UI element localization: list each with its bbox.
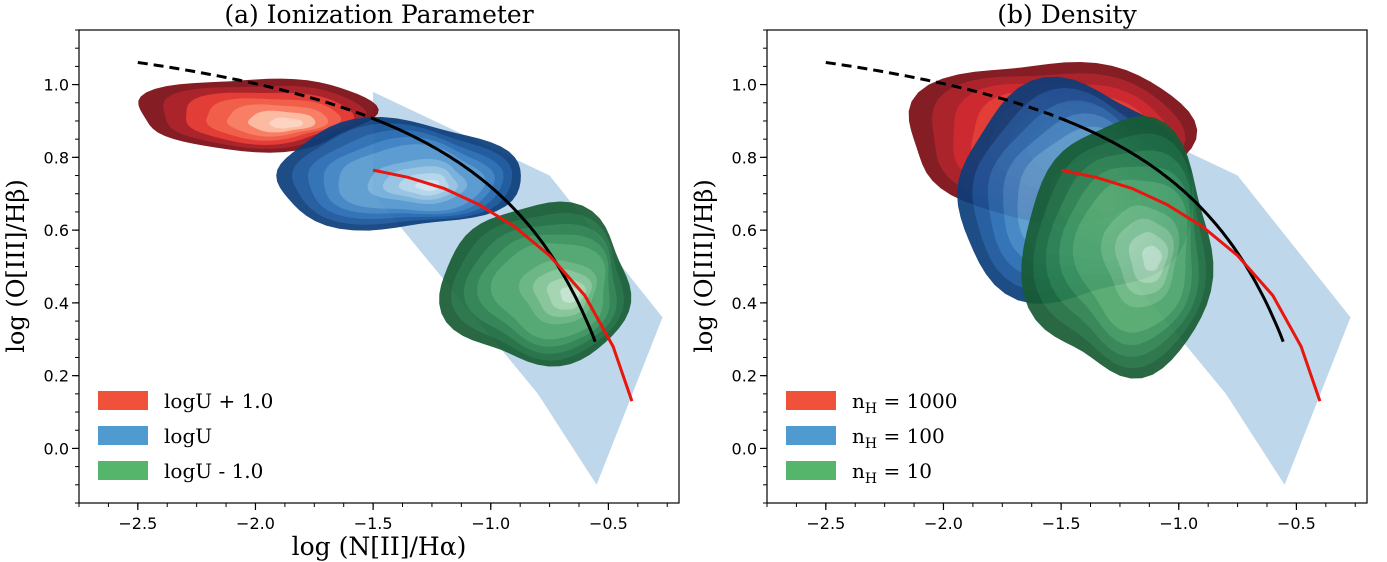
panel-density: (b) Density −2.5 −2.0 −1.5 −1.0 −0.5 0.00.20… <box>690 0 1368 533</box>
y-axis-label: log (O[III]/Hβ) <box>2 179 30 353</box>
x-tick-label: −1.5 <box>354 514 393 533</box>
legend-swatch <box>786 461 836 480</box>
legend-label: logU <box>164 424 212 448</box>
y-axis: 0.0 0.2 0.4 0.6 0.8 1.0 <box>732 29 767 504</box>
legend-label: nH = 10 <box>852 459 932 487</box>
x-tick-label: −2.5 <box>118 514 157 533</box>
chart-title: (b) Density <box>997 0 1137 29</box>
legend-swatch <box>98 461 148 480</box>
legend-swatch <box>98 391 148 410</box>
x-tick-label: −2.0 <box>924 514 963 533</box>
x-tick-label: −1.0 <box>471 514 510 533</box>
y-tick-label: 0.6 <box>44 221 69 240</box>
chart-title: (a) Ionization Parameter <box>224 0 533 29</box>
plot-area <box>137 61 663 485</box>
y-tick-label: 0.4 <box>44 294 69 313</box>
contour-level <box>1142 245 1162 272</box>
legend-label: logU - 1.0 <box>164 459 263 483</box>
model-curve <box>372 168 634 402</box>
y-tick-label: 0.2 <box>732 367 757 386</box>
x-tick-label: −2.0 <box>236 514 275 533</box>
y-tick-label: 0.4 <box>732 294 757 313</box>
legend-label: logU + 1.0 <box>164 389 273 413</box>
y-tick-label: 0.0 <box>44 439 69 458</box>
y-tick-label: 0.0 <box>732 439 757 458</box>
legend-swatch <box>786 426 836 445</box>
x-tick-label: −0.5 <box>589 514 628 533</box>
x-tick-label: −1.0 <box>1159 514 1198 533</box>
legend: nH = 1000 nH = 100 nH = 10 <box>786 389 957 487</box>
contour-set <box>439 201 632 367</box>
panel-ionization-parameter: (a) Ionization Parameter −2.5 −2.0 −1.5 −1.… <box>2 0 680 561</box>
y-tick-label: 0.8 <box>44 148 69 167</box>
y-tick-label: 0.8 <box>732 148 757 167</box>
y-tick-label: 1.0 <box>44 76 69 95</box>
demarcation-dashed <box>825 61 1062 120</box>
y-tick-label: 0.6 <box>732 221 757 240</box>
x-axis: −2.5 −2.0 −1.5 −1.0 −0.5 <box>766 503 1356 533</box>
x-axis-label: log (N[II]/Hα) <box>292 532 467 561</box>
demarcation-dashed <box>137 61 374 120</box>
y-axis: 0.0 0.2 0.4 0.6 0.8 1.0 <box>44 29 79 504</box>
x-tick-label: −2.5 <box>806 514 845 533</box>
x-tick-label: −1.5 <box>1042 514 1081 533</box>
legend-label: nH = 1000 <box>852 389 957 417</box>
model-curve <box>1060 168 1322 402</box>
legend-swatch <box>98 426 148 445</box>
y-tick-label: 0.2 <box>44 367 69 386</box>
y-axis-label: log (O[III]/Hβ) <box>690 179 718 353</box>
x-tick-label: −0.5 <box>1277 514 1316 533</box>
y-tick-label: 1.0 <box>732 76 757 95</box>
contour-level <box>269 117 303 129</box>
legend: logU + 1.0 logU logU - 1.0 <box>98 389 273 483</box>
legend-label: nH = 100 <box>852 424 945 452</box>
legend-swatch <box>786 391 836 410</box>
x-axis: −2.5 −2.0 −1.5 −1.0 −0.5 <box>78 503 668 533</box>
plot-area <box>825 61 1351 485</box>
